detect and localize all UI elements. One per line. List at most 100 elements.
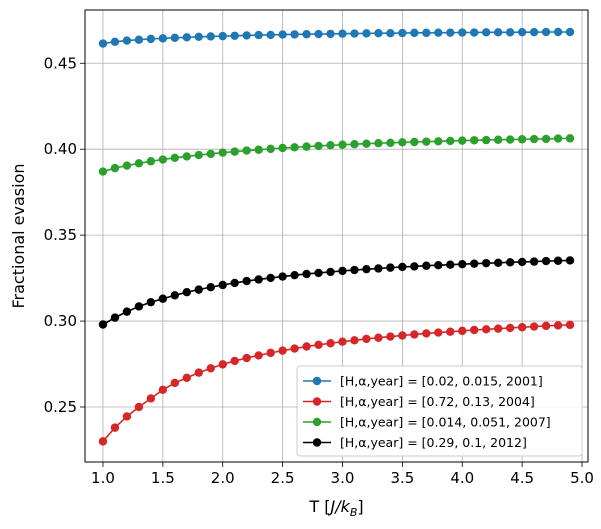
series-4: [98, 256, 575, 329]
y-axis-title: Fractional evasion: [9, 163, 28, 308]
data-point: [158, 155, 168, 164]
data-point: [266, 144, 275, 154]
data-point: [302, 30, 311, 39]
data-point: [170, 153, 180, 163]
data-point: [230, 31, 239, 40]
data-point: [290, 143, 299, 152]
data-point: [493, 28, 503, 37]
data-point: [338, 266, 347, 276]
data-point: [290, 344, 299, 353]
data-point: [565, 134, 575, 143]
data-point: [122, 412, 132, 421]
legend: [H,α,year] = [0.02, 0.015, 2001] [H,α,yea…: [296, 365, 583, 457]
data-point: [206, 364, 215, 373]
data-point: [362, 264, 371, 274]
data-point: [386, 29, 395, 38]
data-point: [98, 320, 108, 329]
data-point: [146, 297, 156, 307]
data-point: [194, 32, 203, 42]
data-point: [458, 136, 467, 145]
data-point: [553, 256, 563, 265]
data-point: [194, 368, 203, 377]
data-point: [278, 30, 287, 39]
data-point: [242, 31, 251, 40]
data-point: [254, 275, 263, 284]
data-point: [482, 325, 491, 334]
data-point: [326, 29, 335, 39]
data-point: [338, 140, 347, 149]
data-point: [434, 137, 443, 146]
data-point: [182, 152, 191, 161]
data-point: [493, 324, 503, 333]
data-point: [362, 334, 371, 344]
x-tick-label: 4.0: [450, 469, 474, 487]
data-point: [482, 135, 491, 145]
data-point: [505, 135, 515, 144]
data-point: [314, 29, 323, 39]
data-point: [290, 270, 299, 280]
series-line: [102, 324, 571, 442]
data-point: [98, 167, 108, 176]
data-point: [110, 163, 120, 173]
x-tick-label: 1.5: [151, 469, 175, 487]
data-point: [230, 278, 239, 288]
legend-entry: [H,α,year] = [0.02, 0.015, 2001]: [303, 374, 543, 389]
data-point: [218, 148, 227, 157]
data-point: [242, 146, 251, 155]
data-point: [410, 28, 419, 38]
data-point: [338, 337, 347, 346]
data-point: [410, 262, 419, 271]
data-point: [505, 323, 515, 333]
legend-entry: [H,α,year] = [0.014, 0.051, 2007]: [303, 415, 551, 430]
legend-label: [H,α,year] = [0.014, 0.051, 2007]: [340, 415, 551, 430]
x-tick-label: 1.0: [91, 469, 115, 487]
legend-marker: [312, 417, 322, 427]
data-point: [446, 327, 455, 336]
data-point: [434, 28, 443, 37]
data-point: [470, 259, 479, 268]
data-point: [134, 159, 144, 168]
data-point: [350, 265, 359, 275]
data-point: [434, 328, 443, 337]
data-point: [194, 285, 203, 294]
series-line: [102, 259, 571, 326]
x-tick-label: 3.5: [390, 469, 414, 487]
x-tick-label: 2.5: [271, 469, 295, 487]
data-point: [254, 30, 263, 40]
data-point: [314, 340, 323, 349]
data-point: [134, 302, 144, 311]
data-point: [434, 261, 443, 270]
y-tick-label: 0.40: [44, 140, 77, 158]
data-point: [422, 28, 431, 38]
data-point: [398, 28, 407, 38]
data-point: [242, 353, 251, 363]
data-point: [529, 134, 539, 144]
data-point: [446, 136, 455, 146]
data-point: [266, 273, 275, 283]
data-point: [182, 373, 191, 382]
data-point: [110, 313, 120, 322]
data-point: [505, 28, 515, 37]
data-point: [553, 134, 563, 143]
data-point: [386, 332, 395, 341]
legend-marker: [312, 376, 322, 386]
data-point: [302, 342, 311, 351]
data-point: [386, 138, 395, 148]
data-point: [206, 283, 215, 292]
y-tick-label: 0.35: [44, 226, 77, 244]
y-tick-label: 0.45: [44, 54, 77, 72]
series-line: [102, 31, 571, 45]
data-point: [565, 27, 575, 37]
legend-label: [H,α,year] = [0.72, 0.13, 2004]: [340, 394, 535, 409]
data-point: [110, 37, 120, 46]
data-point: [110, 423, 120, 432]
data-point: [541, 321, 551, 331]
data-point: [134, 402, 144, 412]
legend-label: [H,α,year] = [0.29, 0.1, 2012]: [340, 435, 527, 450]
data-point: [230, 356, 239, 366]
data-point: [134, 35, 144, 44]
data-point: [170, 378, 180, 388]
data-point: [458, 326, 467, 336]
data-point: [218, 31, 227, 41]
data-point: [422, 329, 431, 338]
